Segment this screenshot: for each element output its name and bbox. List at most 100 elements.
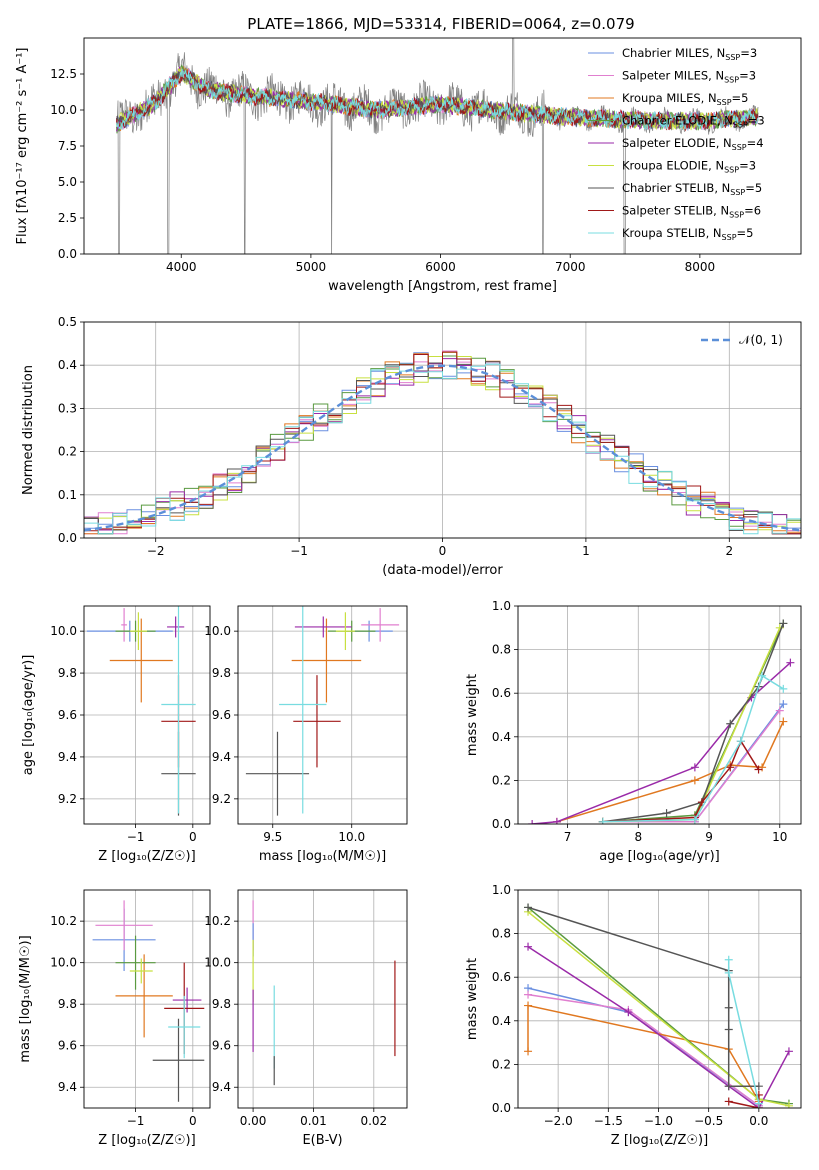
mass-weight-marker <box>552 817 561 824</box>
axes-frame <box>83 321 802 539</box>
y-axis-label: mass [log₁₀(M/M☉)] <box>18 935 33 1062</box>
gaussian-reference-curve <box>84 364 801 532</box>
residual-histogram-step <box>84 363 801 535</box>
mass-weight-marker <box>724 1025 733 1034</box>
mass-weight-marker <box>528 820 537 824</box>
mass-weight-marker <box>524 903 533 912</box>
mass-weight-marker <box>784 1047 793 1056</box>
y-tick-label: 9.8 <box>212 997 231 1011</box>
errorbar-point <box>109 618 173 703</box>
errorbar-point <box>294 616 352 638</box>
plot-area <box>245 606 400 816</box>
x-tick-label: 0 <box>439 544 447 558</box>
x-axis-label: Z [log₁₀(Z/Z☉)] <box>611 1133 708 1148</box>
x-tick-label: 0.01 <box>300 1114 327 1128</box>
y-tick-label: 9.2 <box>58 792 77 806</box>
legend-entry: 𝒩(0, 1) <box>739 333 783 347</box>
y-tick-label: 9.4 <box>58 750 77 764</box>
residual-histogram-step <box>84 351 801 535</box>
legend-entry: Kroupa MILES, NSSP=5 <box>622 91 748 107</box>
mass-weight-marker <box>779 619 788 628</box>
mass-weight-marker <box>524 942 533 951</box>
y-tick-label: 10.0 <box>50 103 77 117</box>
x-tick-label: 7000 <box>555 260 586 274</box>
x-axis-label: mass [log₁₀(M/M☉)] <box>259 849 386 864</box>
mass-weight-line <box>728 1094 760 1108</box>
plot-area <box>92 900 205 1102</box>
mass-weight-line <box>527 906 759 1087</box>
x-tick-label: −1 <box>290 544 308 558</box>
y-tick-label: 10.0 <box>50 624 77 638</box>
mass-weight-marker <box>724 1097 733 1106</box>
mass-weight-marker <box>724 1003 733 1012</box>
mass-weight-marker <box>779 700 788 709</box>
mass-weight-marker <box>726 763 735 772</box>
x-tick-label: −0.5 <box>694 1114 723 1128</box>
x-tick-label: 0 <box>189 830 197 844</box>
y-tick-label: 0.8 <box>492 927 511 941</box>
y-tick-label: 9.6 <box>212 1039 231 1053</box>
mass-vs-metallicity-axes: −1 0 9.4 9.6 9.8 10.0 10.2 Z [log₁₀(Z/Z☉)] mass … <box>18 889 211 1148</box>
errorbar-point <box>361 608 400 642</box>
errorbar-point <box>129 612 147 651</box>
mass-weight-marker <box>524 990 533 999</box>
legend-entry: Chabrier ELODIE, NSSP=3 <box>622 114 765 130</box>
y-tick-label: 9.8 <box>58 666 77 680</box>
y-axis-label: Normed distribution <box>21 365 36 495</box>
mass-weight-marker <box>524 1001 533 1010</box>
axes-frame <box>83 889 211 1109</box>
age-vs-metallicity-axes: −1 0 9.2 9.4 9.6 9.8 10.0 Z [log₁₀(Z/Z☉)] age [l… <box>21 605 211 864</box>
x-tick-label: −2.0 <box>544 1114 573 1128</box>
errorbar-point <box>95 900 153 951</box>
errorbar-point <box>115 935 156 990</box>
mass-weight-marker <box>779 684 788 693</box>
legend-entry: Salpeter MILES, NSSP=3 <box>622 69 756 85</box>
legend-entry: Kroupa STELIB, NSSP=5 <box>622 226 753 242</box>
mass-weight-line <box>602 703 784 823</box>
mass-weight-line <box>602 623 784 823</box>
x-tick-label: 0.0 <box>749 1114 768 1128</box>
mass-weight-marker <box>784 1101 793 1108</box>
y-axis-label: mass weight <box>465 958 480 1040</box>
y-tick-label: 10.0 <box>204 956 231 970</box>
errorbar-point <box>335 612 355 651</box>
y-tick-label: 9.6 <box>212 708 231 722</box>
x-tick-label: 1 <box>582 544 590 558</box>
mass-weight-line <box>527 993 760 1107</box>
y-tick-label: 2.5 <box>58 211 77 225</box>
y-tick-label: 9.8 <box>58 997 77 1011</box>
x-tick-label: 5000 <box>296 260 327 274</box>
mass-weight-line <box>532 662 791 824</box>
x-axis-label: (data-model)/error <box>382 563 503 578</box>
mass-weight-marker <box>779 717 788 726</box>
y-tick-label: 0.8 <box>492 643 511 657</box>
y-tick-label: 10.0 <box>204 624 231 638</box>
x-tick-label: 8 <box>634 830 642 844</box>
mass-weight-marker <box>786 658 795 667</box>
mass-weight-marker <box>690 776 699 785</box>
errorbar-point <box>168 995 201 1059</box>
mass-weight-marker <box>724 968 733 977</box>
y-tick-label: 12.5 <box>50 67 77 81</box>
x-tick-label: 0.02 <box>360 1114 387 1128</box>
mass-weight-line <box>602 623 784 823</box>
mass-weight-marker <box>736 737 745 746</box>
mass-weight-marker <box>724 1082 733 1091</box>
spectrum-axes: 4000 5000 6000 7000 8000 0.0 2.5 5.0 7.5 10.0 12.5… <box>15 37 802 294</box>
x-tick-label: 0 <box>189 1114 197 1128</box>
x-tick-label: 10 <box>772 830 787 844</box>
y-tick-label: 0.6 <box>492 686 511 700</box>
errorbar-point <box>245 731 310 816</box>
y-tick-label: 10.2 <box>204 914 231 928</box>
axes-frame <box>517 889 802 1109</box>
y-tick-label: 9.8 <box>212 666 231 680</box>
plot-area <box>528 619 795 824</box>
weight-vs-metallicity-axes: −2.0 −1.5 −1.0 −0.5 0.0 0.0 0.2 0.4 0.6 0.8 1.0 Z [… <box>465 883 802 1148</box>
y-tick-label: 0.0 <box>492 817 511 831</box>
errorbar-point <box>121 608 127 642</box>
mass-weight-marker <box>662 809 671 818</box>
y-tick-label: 9.4 <box>58 1080 77 1094</box>
mass-weight-line <box>602 739 760 823</box>
y-tick-label: 0.0 <box>492 1101 511 1115</box>
